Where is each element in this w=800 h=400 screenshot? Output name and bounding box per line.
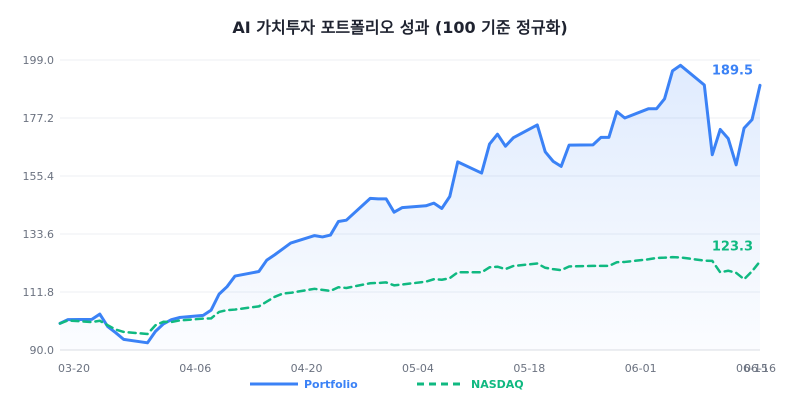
x-tick-label: 06-16: [744, 362, 776, 375]
legend-label: Portfolio: [304, 378, 358, 391]
legend[interactable]: Portfolio NASDAQ: [250, 378, 524, 391]
x-tick-label: 05-04: [402, 362, 434, 375]
x-tick-label: 04-20: [291, 362, 323, 375]
y-tick-label: 90.0: [30, 344, 55, 357]
chart-title: AI 가치투자 포트폴리오 성과 (100 기준 정규화): [232, 18, 567, 37]
end-value-label-portfolio: 189.5: [712, 63, 753, 78]
end-value-label-nasdaq: 123.3: [712, 239, 753, 254]
legend-item-nasdaq[interactable]: NASDAQ: [417, 378, 524, 391]
x-tick-label: 06-01: [625, 362, 657, 375]
end-labels: 189.5 123.3: [712, 63, 753, 254]
series-lines: [58, 63, 762, 345]
x-tick-label: 06-15: [736, 362, 768, 375]
legend-label: NASDAQ: [471, 378, 524, 391]
axes: 90.0 111.8 133.6 155.4 177.2 199.0 03-20 04-06 0…: [23, 54, 776, 375]
x-tick-label: 03-20: [58, 362, 90, 375]
x-tick-label: 05-18: [513, 362, 545, 375]
y-tick-label: 199.0: [23, 54, 55, 67]
legend-item-portfolio[interactable]: Portfolio: [250, 378, 358, 391]
y-tick-label: 177.2: [23, 112, 55, 125]
y-tick-label: 155.4: [23, 170, 55, 183]
x-tick-label: 04-06: [179, 362, 211, 375]
y-tick-label: 111.8: [23, 286, 55, 299]
series-line-nasdaq: [58, 255, 762, 336]
y-tick-label: 133.6: [23, 228, 55, 241]
series-line-portfolio: [58, 63, 762, 345]
